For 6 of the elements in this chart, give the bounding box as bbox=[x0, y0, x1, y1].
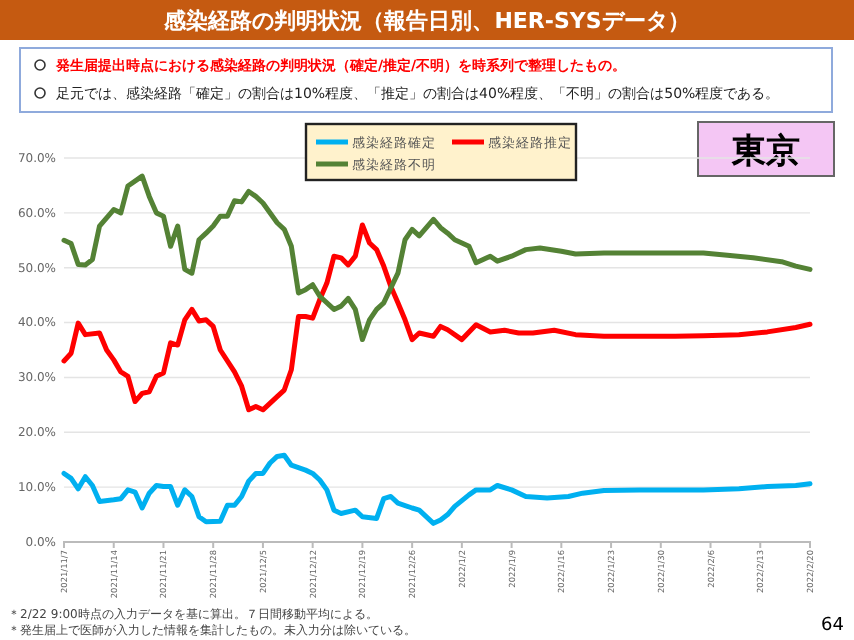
chart-title: 感染経路の判明状況（報告日別、HER-SYSデータ） bbox=[162, 8, 690, 34]
line-series bbox=[61, 452, 813, 526]
text: 64 bbox=[821, 616, 845, 636]
annotation: 東京 bbox=[730, 132, 800, 172]
line-series bbox=[61, 222, 813, 413]
line-series bbox=[61, 173, 813, 343]
